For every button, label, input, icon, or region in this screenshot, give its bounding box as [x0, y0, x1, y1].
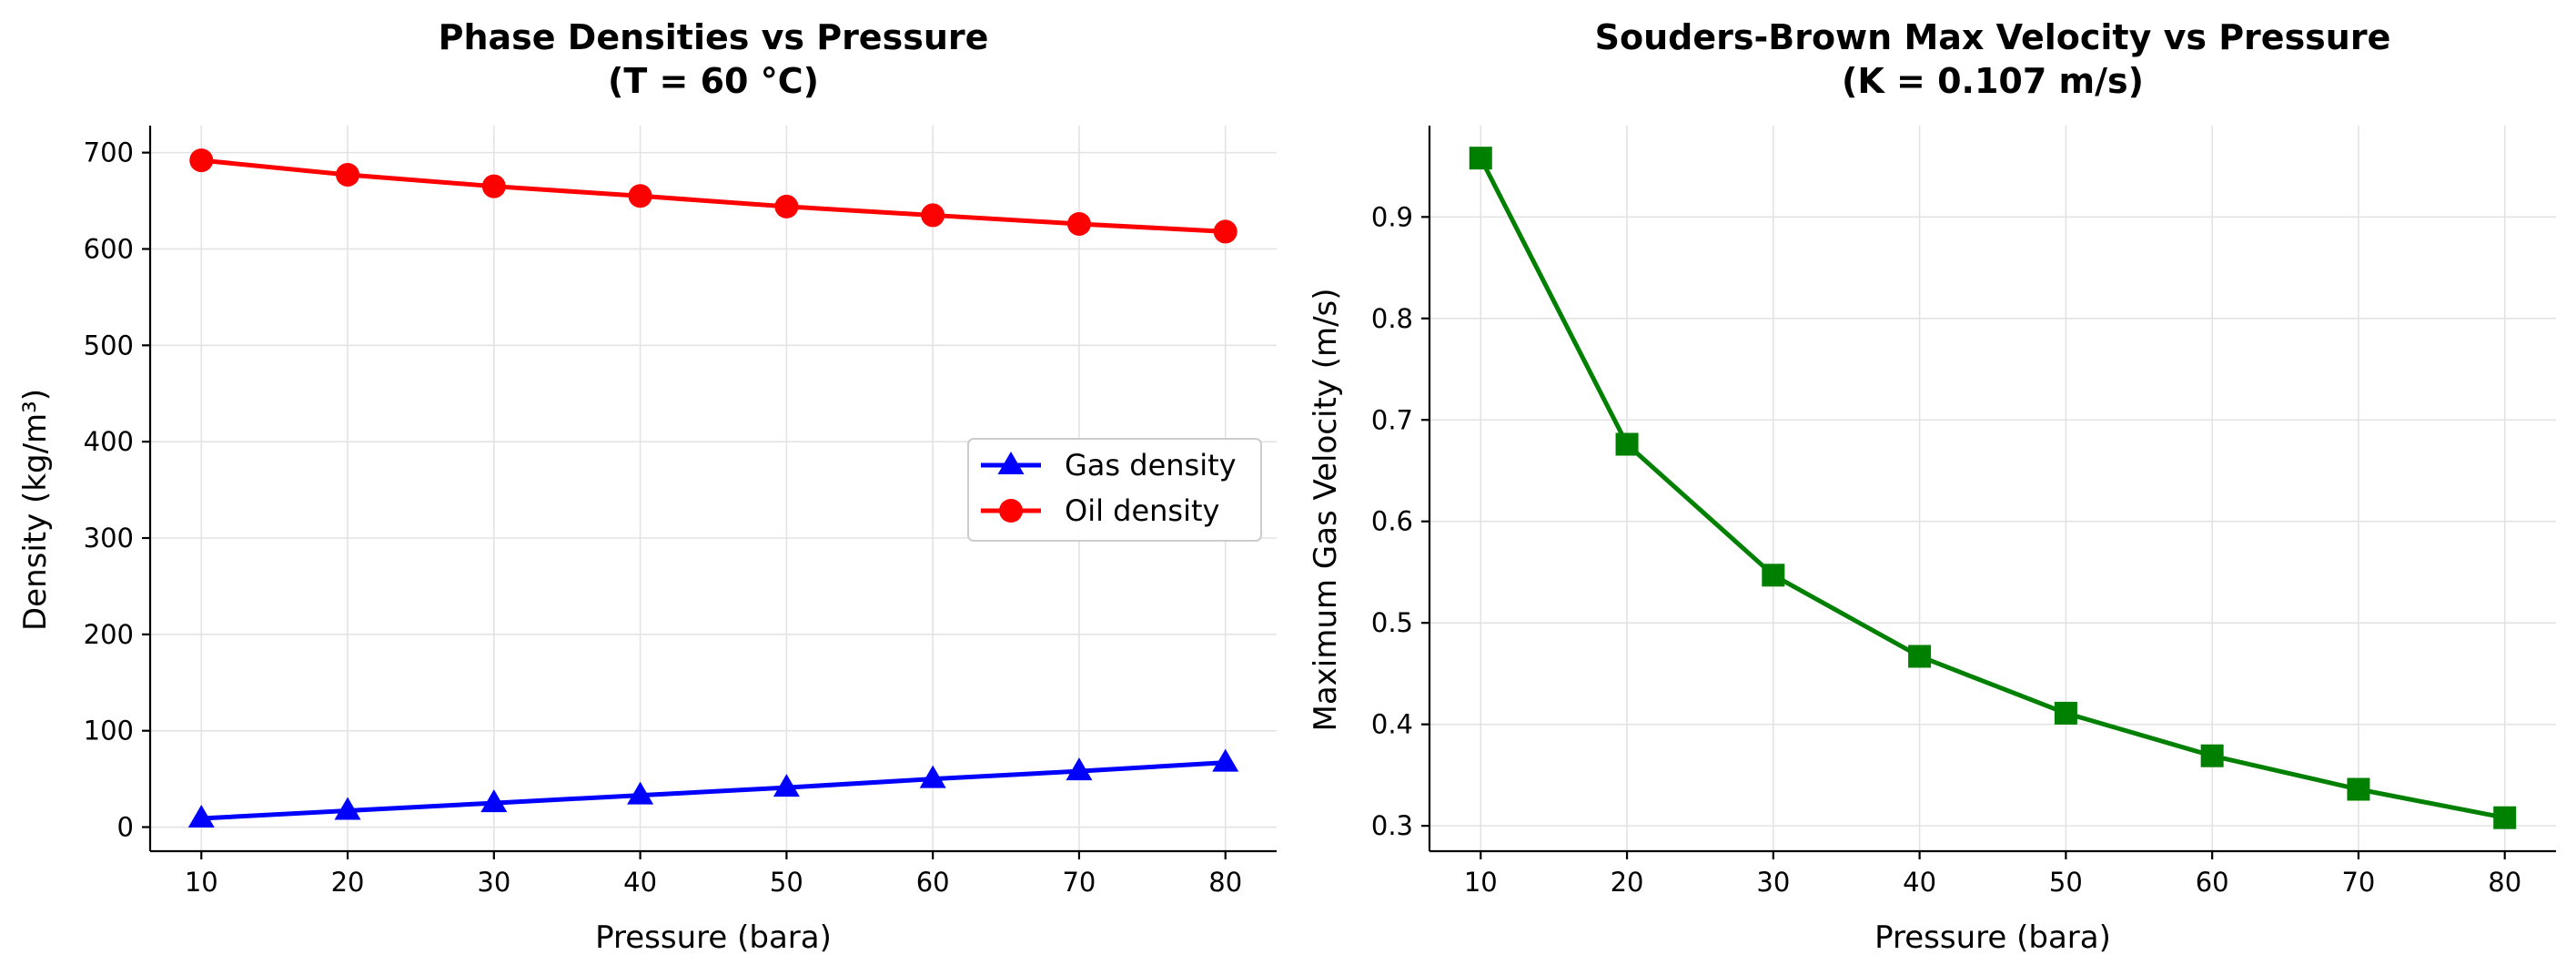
- x-tick-label: 60: [2196, 867, 2229, 898]
- x-axis-label: Pressure (bara): [595, 919, 832, 956]
- legend-frame: [967, 438, 1262, 542]
- series-0-line: [1479, 157, 2506, 820]
- oil-density-point: [336, 162, 360, 187]
- gas-density-point: [919, 765, 946, 788]
- x-tick-label: 30: [477, 867, 510, 898]
- x-tick-label: 40: [623, 867, 657, 898]
- y-tick-label: 500: [84, 330, 134, 361]
- legend-oil-marker: [999, 499, 1023, 523]
- x-tick-label: 50: [770, 867, 803, 898]
- y-tick-label: 200: [84, 619, 134, 650]
- y-tick-label: 400: [84, 426, 134, 457]
- y-tick-label: 0.8: [1371, 303, 1413, 334]
- x-tick-label: 10: [1464, 867, 1498, 898]
- x-tick-label: 70: [1062, 867, 1096, 898]
- y-tick-label: 300: [84, 523, 134, 554]
- x-tick-label: 20: [1611, 867, 1644, 898]
- gas-density-point: [1212, 748, 1239, 772]
- legend-entry-oil: Oil density: [981, 493, 1219, 528]
- gas-density-point: [187, 805, 215, 828]
- oil-density-point: [1066, 211, 1091, 236]
- series-0-point: [2200, 744, 2224, 767]
- y-axis-label: Density (kg/m³): [17, 389, 54, 631]
- y-tick-label: 700: [84, 137, 134, 168]
- density-chart: Phase Densities vs Pressure (T = 60 °C) …: [17, 17, 1277, 956]
- gas-density-point: [773, 774, 800, 797]
- oil-density-point: [481, 174, 506, 198]
- x-tick-label: 80: [2488, 867, 2521, 898]
- velocity-chart: Souders-Brown Max Velocity vs Pressure (…: [1308, 17, 2556, 956]
- y-tick-label: 600: [84, 233, 134, 264]
- y-tick-label: 0.5: [1371, 607, 1413, 638]
- chart-title-line1: Phase Densities vs Pressure: [439, 17, 989, 57]
- y-tick-label: 0.4: [1371, 709, 1413, 740]
- gas-density-point: [627, 781, 654, 805]
- y-axis-label: Maximum Gas Velocity (m/s): [1308, 288, 1344, 731]
- y-tick-label: 0.6: [1371, 506, 1413, 537]
- legend-gas-label: Gas density: [1065, 448, 1237, 482]
- y-tick-label: 0: [117, 812, 134, 843]
- oil-density-point: [1213, 219, 1237, 244]
- oil-density-point: [921, 203, 945, 228]
- x-axis-label: Pressure (bara): [1874, 919, 2111, 956]
- y-tick-label: 0.7: [1371, 404, 1413, 435]
- legend-entry-gas: Gas density: [981, 448, 1237, 482]
- x-tick-label: 10: [185, 867, 218, 898]
- legend-oil-label: Oil density: [1065, 493, 1219, 528]
- y-tick-label: 0.3: [1371, 810, 1413, 841]
- oil-density-point: [628, 184, 652, 208]
- x-tick-label: 40: [1903, 867, 1936, 898]
- x-tick-label: 30: [1756, 867, 1790, 898]
- x-tick-label: 80: [1208, 867, 1242, 898]
- oil-density-point: [189, 148, 214, 173]
- series-0-point: [1615, 432, 1639, 456]
- gas-density-point: [334, 797, 361, 820]
- legend-gas-marker: [997, 452, 1025, 474]
- gas-density-point: [480, 789, 508, 813]
- oil-density-point: [774, 194, 799, 218]
- chart-title-line1: Souders-Brown Max Velocity vs Pressure: [1595, 17, 2391, 57]
- gas-density-line: [201, 760, 1226, 821]
- gas-density-point: [1066, 757, 1093, 781]
- series-0-point: [1908, 645, 1932, 668]
- y-tick-label: 0.9: [1371, 201, 1413, 232]
- chart-title-line2: (K = 0.107 m/s): [1842, 61, 2144, 101]
- series-0-point: [2347, 777, 2370, 801]
- series-0-point: [2493, 806, 2517, 829]
- x-tick-label: 20: [331, 867, 365, 898]
- chart-title-line2: (T = 60 °C): [608, 61, 819, 101]
- oil-density-line: [201, 157, 1226, 234]
- x-tick-label: 50: [2049, 867, 2083, 898]
- x-tick-label: 60: [916, 867, 950, 898]
- y-tick-label: 100: [84, 716, 134, 746]
- series-0-point: [2054, 701, 2077, 725]
- x-tick-label: 70: [2341, 867, 2375, 898]
- series-0-point: [1469, 147, 1492, 170]
- legend: Gas density Oil density: [967, 438, 1262, 542]
- series-0-point: [1762, 564, 1785, 587]
